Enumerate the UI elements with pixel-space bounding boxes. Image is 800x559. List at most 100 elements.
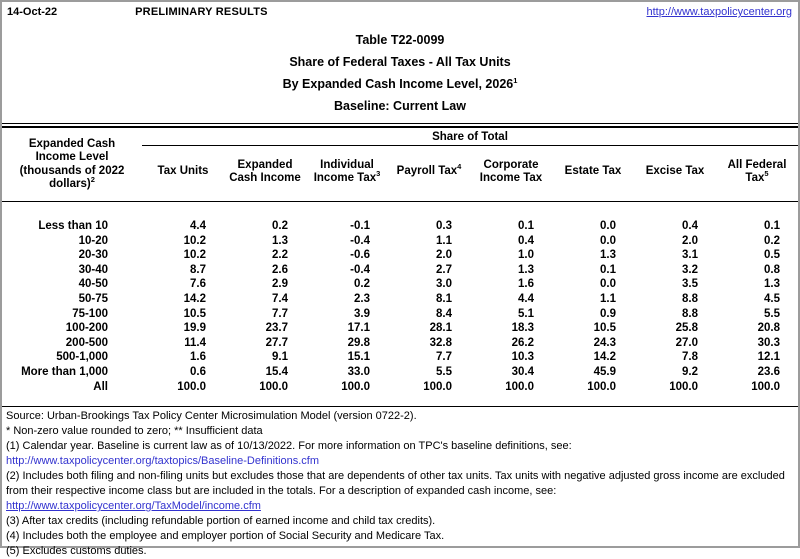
- value-cell: 100.0: [423, 380, 452, 393]
- table-row: 200-500 11.4 27.7 29.8 32.8 26.2 24.3 27.0 30.3: [2, 336, 798, 351]
- column-header: Payroll Tax4: [396, 162, 462, 178]
- value-cell: 100.0: [259, 380, 288, 393]
- site-url-link[interactable]: http://www.taxpolicycenter.org: [646, 6, 792, 18]
- value-cell: 4.4: [518, 292, 534, 305]
- table-subject-title: Share of Federal Taxes - All Tax Units: [289, 55, 511, 69]
- value-cell: 45.9: [593, 365, 616, 378]
- row-label: 30-40: [78, 263, 108, 276]
- value-cell: 0.6: [190, 365, 206, 378]
- footnotes-block: Source: Urban-Brookings Tax Policy Cente…: [2, 407, 798, 559]
- data-table-wrap: Expanded Cash Income Level (thousands of 2…: [2, 128, 798, 408]
- row-label: 200-500: [65, 336, 108, 349]
- header-strip: 14-Oct-22 PRELIMINARY RESULTS http://www…: [2, 2, 798, 18]
- table-row: 75-100 10.5 7.7 3.9 8.4 5.1 0.9 8.8 5.5: [2, 307, 798, 322]
- value-cell: 3.2: [682, 263, 698, 276]
- footnote-line: (5) Excludes customs duties.: [6, 545, 147, 558]
- status-label: PRELIMINARY RESULTS: [135, 6, 268, 18]
- column-header: Individual Income Tax3: [313, 158, 381, 185]
- footnote-line: * Non-zero value rounded to zero; ** Ins…: [6, 425, 263, 438]
- value-cell: 7.8: [682, 351, 698, 364]
- value-cell: 9.1: [272, 351, 288, 364]
- value-cell: 8.8: [682, 292, 698, 305]
- footnote-line: (1) Calendar year. Baseline is current l…: [6, 440, 572, 453]
- value-cell: 4.4: [190, 220, 206, 232]
- value-cell: 2.2: [272, 249, 288, 262]
- value-cell: 29.8: [347, 336, 370, 349]
- value-cell: 1.6: [190, 351, 206, 364]
- column-footnote-ref: 5: [764, 169, 769, 179]
- table-bottom-padding: [2, 394, 798, 406]
- value-cell: 7.7: [436, 351, 452, 364]
- value-cell: 0.8: [764, 263, 780, 276]
- table-row: More than 1,000 0.6 15.4 33.0 5.5 30.4 45.9 9.2…: [2, 365, 798, 380]
- value-cell: 20.8: [757, 322, 780, 335]
- value-cell: 7.4: [272, 292, 288, 305]
- row-label: 40-50: [78, 278, 108, 291]
- column-header: Tax Units: [157, 165, 209, 178]
- table-row: 40-50 7.6 2.9 0.2 3.0 1.6 0.0 3.5 1.3: [2, 277, 798, 292]
- date-label: 14-Oct-22: [7, 6, 58, 18]
- spacer-row: [2, 202, 798, 220]
- value-cell: 30.3: [757, 336, 780, 349]
- value-cell: 26.2: [511, 336, 534, 349]
- value-cell: 12.1: [757, 351, 780, 364]
- value-cell: 7.7: [272, 307, 288, 320]
- value-cell: 0.5: [764, 249, 780, 262]
- income-level-column-header: Expanded Cash Income Level (thousands of 2…: [19, 137, 125, 191]
- row-label: 10-20: [78, 234, 108, 247]
- value-cell: -0.6: [350, 249, 370, 262]
- value-cell: 0.0: [600, 220, 616, 232]
- value-cell: 27.0: [675, 336, 698, 349]
- value-cell: 8.4: [436, 307, 452, 320]
- value-cell: 0.9: [600, 307, 616, 320]
- column-header: Expanded Cash Income: [229, 158, 301, 185]
- value-cell: 10.2: [183, 249, 206, 262]
- value-cell: 100.0: [341, 380, 370, 393]
- value-cell: 1.6: [518, 278, 534, 291]
- footnote-line: http://www.taxpolicycenter.org/TaxModel/…: [6, 499, 793, 514]
- value-cell: 25.8: [675, 322, 698, 335]
- income-level-footnote-ref: 2: [90, 175, 95, 185]
- value-cell: 100.0: [587, 380, 616, 393]
- baseline-title: Baseline: Current Law: [334, 99, 466, 113]
- footnote-link[interactable]: http://www.taxpolicycenter.org/taxtopics…: [6, 455, 320, 468]
- footnote-line: (2) Includes both filing and non-filing …: [6, 470, 785, 498]
- table-top-rule: [2, 123, 798, 128]
- column-footnote-ref: 3: [376, 169, 381, 179]
- value-cell: -0.4: [350, 234, 370, 247]
- column-header: All Federal Tax5: [727, 158, 787, 185]
- value-cell: 10.5: [183, 307, 206, 320]
- footnote-link[interactable]: http://www.taxpolicycenter.org/TaxModel/…: [6, 500, 261, 513]
- value-cell: 3.9: [354, 307, 370, 320]
- row-label: 50-75: [78, 292, 108, 305]
- column-header-row: Tax Units Expanded Cash Income Individual …: [2, 146, 798, 202]
- value-cell: 14.2: [593, 351, 616, 364]
- footnote-line: http://www.taxpolicycenter.org/taxtopics…: [6, 454, 793, 469]
- value-cell: 8.7: [190, 263, 206, 276]
- row-label: Less than 10: [38, 220, 108, 232]
- value-cell: 11.4: [184, 336, 206, 349]
- share-of-total-row: Expanded Cash Income Level (thousands of 2…: [2, 128, 798, 190]
- value-cell: 0.3: [436, 220, 452, 232]
- table-row: 20-30 10.2 2.2 -0.6 2.0 1.0 1.3 3.1 0.5: [2, 248, 798, 263]
- value-cell: 9.2: [682, 365, 698, 378]
- data-table: Expanded Cash Income Level (thousands of 2…: [2, 128, 798, 406]
- value-cell: 0.4: [518, 234, 534, 247]
- value-cell: 30.4: [511, 365, 534, 378]
- value-cell: 18.3: [511, 322, 534, 335]
- value-cell: 23.7: [265, 322, 288, 335]
- value-cell: 27.7: [265, 336, 288, 349]
- title-footnote-ref: 1: [513, 75, 518, 85]
- value-cell: 33.0: [347, 365, 370, 378]
- value-cell: 15.4: [265, 365, 288, 378]
- value-cell: 4.5: [764, 292, 780, 305]
- value-cell: 100.0: [177, 380, 206, 393]
- value-cell: 8.1: [436, 292, 452, 305]
- value-cell: 23.6: [757, 365, 780, 378]
- value-cell: 1.3: [764, 278, 780, 291]
- value-cell: 3.0: [436, 278, 452, 291]
- value-cell: 0.2: [764, 234, 780, 247]
- value-cell: 0.4: [682, 220, 698, 232]
- value-cell: 0.2: [272, 220, 288, 232]
